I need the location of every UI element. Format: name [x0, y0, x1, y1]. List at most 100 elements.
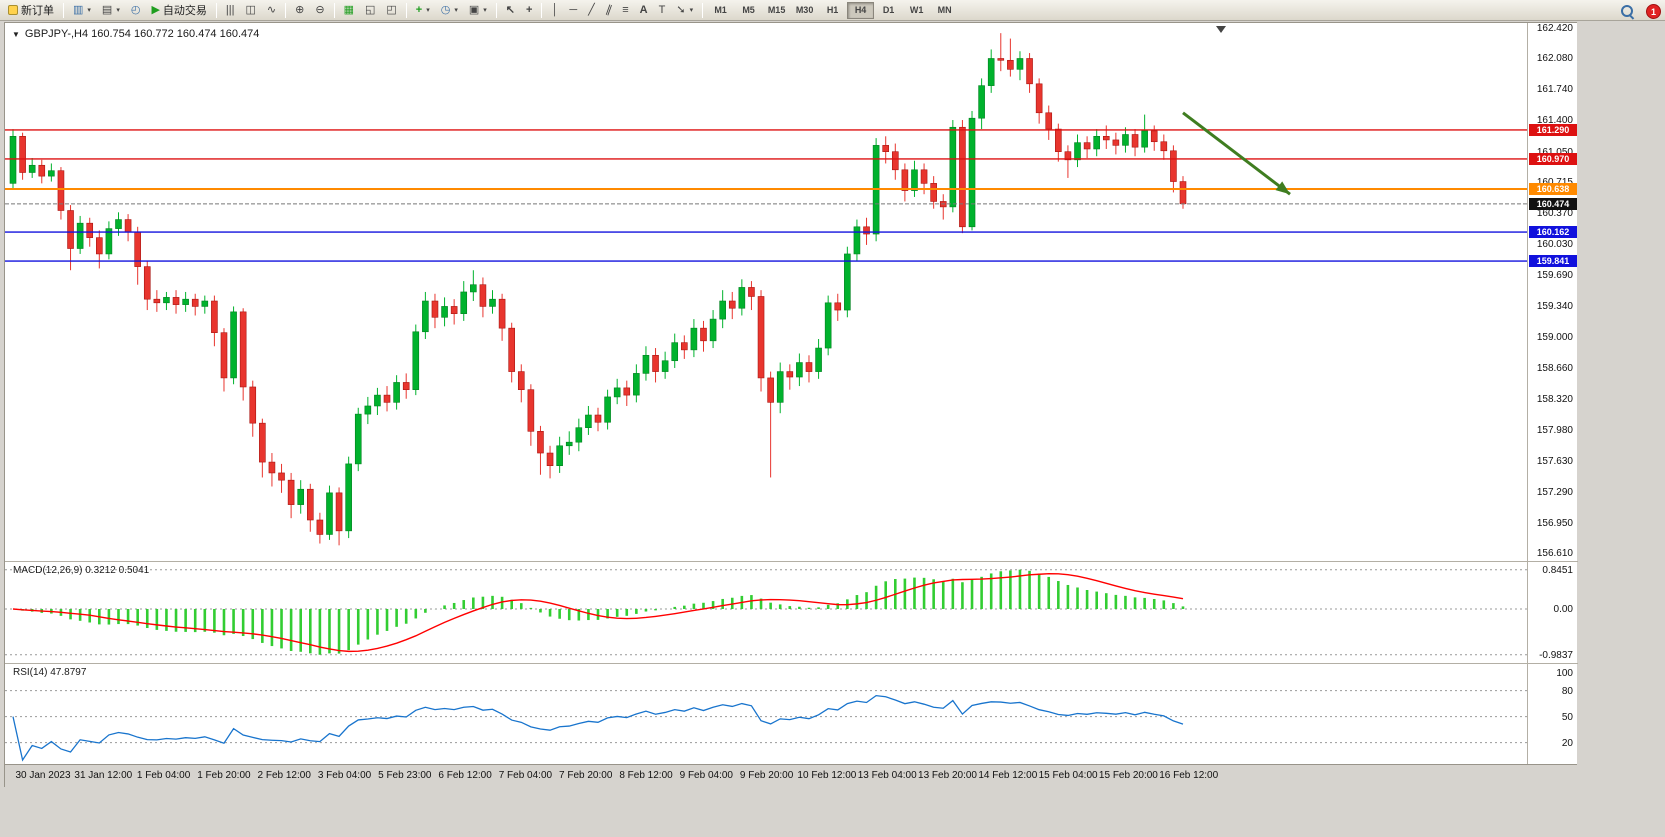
price-tag: 161.290	[1529, 123, 1577, 136]
periods-button[interactable]: ◷ ▾	[436, 1, 463, 19]
price-axis-label: 157.290	[1536, 486, 1573, 498]
time-axis-label: 3 Feb 04:00	[317, 770, 372, 781]
panel-divider[interactable]	[5, 561, 1578, 562]
timeframe-m5-button[interactable]: M5	[735, 2, 762, 19]
price-axis-label: 161.050	[1537, 147, 1573, 158]
time-axis-label: 13 Feb 20:00	[918, 770, 977, 781]
bar-chart-button[interactable]: |||	[221, 1, 240, 19]
horizontal-line-button[interactable]: ─	[564, 1, 582, 19]
cascade-windows-icon: ◰	[386, 3, 397, 16]
price-axis-label: 156.950	[1536, 517, 1573, 529]
cursor-icon: ↖	[505, 3, 515, 16]
time-axis-label: 14 Feb 12:00	[978, 770, 1038, 781]
chevron-down-icon: ▾	[116, 7, 120, 14]
price-tag: 159.841	[1529, 255, 1577, 268]
time-axis-label: 30 Jan 2023	[15, 770, 71, 781]
trendline-button[interactable]: ╱	[583, 1, 600, 19]
timeframe-d1-button[interactable]: D1	[875, 2, 902, 19]
arrow-shapes-icon: ➘	[676, 3, 686, 16]
zoom-out-button[interactable]: ⊖	[310, 1, 329, 19]
time-axis-label: 1 Feb 04:00	[136, 770, 191, 781]
horizontal-line-icon: ─	[569, 3, 578, 16]
cascade-windows-button[interactable]: ◰	[381, 1, 401, 19]
autotrading-play-icon: ▶	[151, 3, 160, 16]
metaeditor-button[interactable]: ◴	[126, 1, 146, 19]
time-axis-label: 5 Feb 23:00	[378, 770, 432, 781]
timeframe-m30-button[interactable]: M30	[791, 2, 818, 19]
time-axis-label: 7 Feb 20:00	[559, 770, 613, 781]
candlestick-chart-icon: ◫	[245, 3, 256, 16]
price-axis-label: 160.715	[1537, 177, 1573, 188]
search-icon	[1620, 4, 1635, 19]
timeframe-h4-button[interactable]: H4	[847, 1, 875, 19]
toolbar-separator	[285, 2, 287, 18]
clock-icon: ◷	[440, 3, 451, 16]
candlestick-chart-button[interactable]: ◫	[241, 1, 261, 19]
timeframe-mn-button[interactable]: MN	[931, 2, 958, 19]
time-axis-label: 1 Feb 20:00	[197, 770, 251, 781]
fibonacci-button[interactable]: ≡	[617, 1, 633, 19]
price-axis-label: 157.980	[1536, 424, 1573, 436]
price-axis-label: 162.080	[1536, 53, 1573, 65]
indicators-button[interactable]: + ▾	[411, 1, 435, 19]
chart-title: GBPJPY-,H4 160.754 160.772 160.474 160.4…	[24, 28, 260, 40]
channel-icon: ∥	[604, 2, 614, 17]
profiles-button[interactable]: ▤ ▾	[97, 1, 125, 19]
chart-window: ▼ GBPJPY-,H4 160.754 160.772 160.474 160…	[4, 22, 1578, 787]
zoom-out-icon: ⊖	[315, 3, 325, 16]
time-axis-label: 16 Feb 12:00	[1159, 770, 1219, 781]
timeframe-w1-button[interactable]: W1	[903, 2, 930, 19]
time-axis-label: 13 Feb 04:00	[857, 770, 917, 781]
new-order-label: 新订单	[21, 5, 54, 17]
autotrading-button[interactable]: ▶ 自动交易	[146, 1, 211, 19]
text-icon: A	[639, 3, 648, 16]
time-axis-label: 10 Feb 12:00	[797, 770, 857, 781]
macd-axis-label: 0.8451	[1542, 564, 1573, 576]
channel-button[interactable]: ∥	[601, 1, 617, 19]
search-button[interactable]	[1615, 2, 1640, 20]
new-order-button[interactable]: 新订单	[3, 1, 59, 19]
new-chart-button[interactable]: ▥ ▾	[68, 1, 96, 19]
zoom-in-button[interactable]: ⊕	[290, 1, 309, 19]
macd-canvas[interactable]	[5, 562, 1527, 663]
time-axis-label: 8 Feb 12:00	[619, 770, 673, 781]
timeframe-m15-button[interactable]: M15	[763, 2, 790, 19]
time-axis[interactable]: 30 Jan 2023 31 Jan 12:00 1 Feb 04:00 1 Feb …	[5, 764, 1577, 787]
price-axis-label: 158.660	[1536, 362, 1573, 374]
panel-divider[interactable]	[5, 663, 1578, 664]
toolbar-separator	[405, 2, 407, 18]
rsi-axis-label: 100	[1556, 668, 1573, 680]
templates-button[interactable]: ▣ ▾	[464, 1, 492, 19]
text-button[interactable]: A	[635, 1, 653, 19]
price-axis-label: 159.000	[1536, 332, 1573, 344]
zoom-in-icon: ⊕	[295, 3, 305, 16]
shapes-button[interactable]: ➘ ▾	[671, 1, 698, 19]
line-chart-button[interactable]: ∿	[262, 1, 281, 19]
price-axis-label: 159.340	[1536, 301, 1573, 313]
chevron-down-icon: ▾	[87, 7, 91, 14]
price-axis[interactable]: 162.420 162.080 161.740 161.400 161.050 160.7…	[1527, 23, 1577, 764]
arrange-windows-button[interactable]: ◱	[360, 1, 380, 19]
notification-badge[interactable]: 1	[1646, 3, 1661, 19]
price-axis-label: 157.630	[1536, 456, 1573, 468]
chevron-down-icon: ▾	[483, 7, 487, 14]
main-chart-canvas[interactable]	[5, 23, 1527, 561]
vertical-line-button[interactable]: │	[546, 1, 563, 19]
tile-windows-button[interactable]: ▦	[339, 1, 359, 19]
price-tag: 160.474	[1529, 197, 1577, 210]
metaeditor-icon: ◴	[130, 3, 141, 16]
crosshair-button[interactable]: +	[521, 1, 537, 19]
timeframe-m1-button[interactable]: M1	[707, 2, 734, 19]
symbol-dropdown-icon[interactable]: ▼	[12, 29, 20, 39]
cursor-button[interactable]: ↖	[501, 1, 520, 19]
rsi-canvas[interactable]	[5, 664, 1527, 763]
timeframe-h1-button[interactable]: H1	[819, 2, 846, 19]
label-button[interactable]: T	[654, 1, 671, 19]
new-order-icon	[8, 5, 18, 15]
time-axis-label: 9 Feb 04:00	[679, 770, 733, 781]
profiles-icon: ▤	[101, 3, 113, 16]
main-toolbar: 新订单 ▥ ▾ ▤ ▾ ◴ ▶ 自动交易 ||| ◫ ∿ ⊕ ⊖ ▦ ◱ ◰ + ▾ ◷…	[0, 0, 1665, 21]
toolbar-separator	[63, 2, 64, 18]
time-axis-label: 15 Feb 04:00	[1038, 770, 1098, 781]
